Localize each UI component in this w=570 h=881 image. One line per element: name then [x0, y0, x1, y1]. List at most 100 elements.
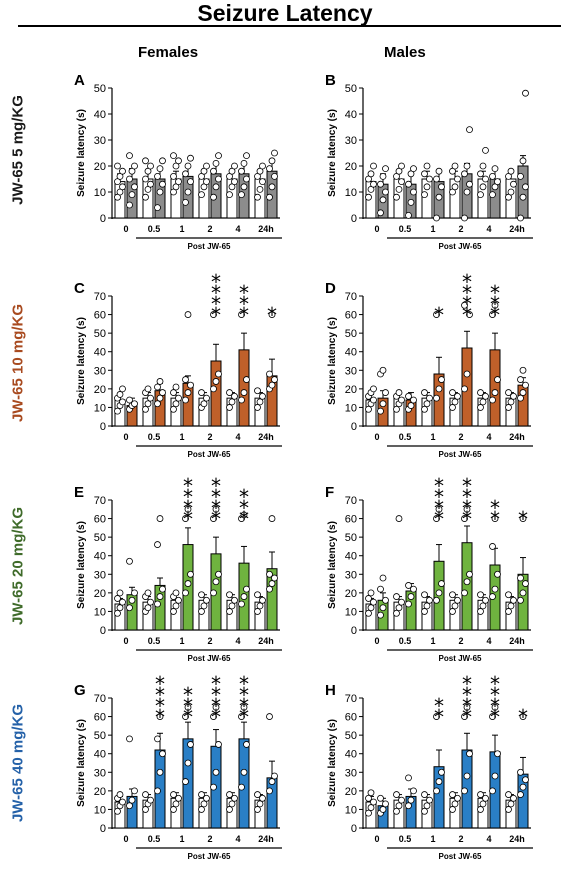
panel-B-point-treated — [382, 188, 389, 196]
panel-B-point-treated — [491, 165, 499, 173]
panel-C-point-treated — [268, 311, 276, 318]
panel-E-significance-star: * — [239, 485, 249, 509]
panel-A-y-tick-label: 50 — [94, 83, 106, 95]
panel-G-point-treated — [126, 802, 133, 810]
panel-A-point-treated — [271, 149, 278, 157]
panel-D-point-treated — [466, 311, 473, 318]
panel-C-x-tick-label: 1 — [179, 432, 184, 442]
panel-H-point-control — [482, 794, 489, 802]
panel-A-point-treated — [215, 175, 222, 183]
panel-C-point-control — [200, 400, 208, 408]
panel-C-point-treated — [182, 376, 189, 383]
panel-D-point-control — [505, 404, 512, 411]
panel-B-x-tick-label: 1 — [430, 224, 435, 234]
panel-C-y-tick-label: 40 — [94, 347, 106, 359]
panel-H-significance-star: * — [490, 694, 500, 718]
panel-A-point-control — [198, 191, 205, 199]
panel-B-point-control — [482, 175, 489, 183]
panel-G-point-treated — [240, 768, 248, 776]
panel-G-point-treated — [243, 741, 250, 748]
panel-D-point-control — [426, 394, 433, 402]
panel-G-x-tick-label: 0.5 — [148, 834, 161, 844]
panel-A-point-control — [256, 185, 264, 193]
panel-G-significance-star: * — [211, 705, 221, 729]
panel-F-point-treated — [494, 570, 501, 578]
panel-E-point-control — [144, 589, 152, 597]
panel-G-point-control — [175, 794, 182, 802]
panel-H-significance-star: * — [490, 705, 500, 729]
panel-E-y-tick-label: 0 — [100, 625, 106, 637]
panel-G-significance-star: * — [211, 683, 221, 707]
panel-F-y-tick-label: 20 — [345, 588, 357, 600]
panel-F-significance-star: * — [434, 496, 444, 520]
panel-B-point-control — [454, 175, 461, 183]
panel-H-point-control — [398, 796, 405, 804]
panel-D-point-control — [454, 392, 461, 400]
panel-F-point-treated — [461, 589, 468, 597]
panel-B-point-treated — [433, 175, 440, 183]
panel-C-x-tick-label: 0 — [123, 432, 128, 442]
panel-B-point-treated — [410, 165, 417, 173]
panel-G-significance-star: * — [155, 705, 165, 729]
panel-E-significance-star: * — [211, 474, 221, 498]
panel-C-point-treated — [182, 396, 189, 404]
panel-C-point-control — [228, 398, 236, 406]
panel-A-x-tick-label: 1 — [179, 224, 184, 234]
panel-E-point-treated — [131, 589, 138, 597]
panel-D-point-treated — [435, 385, 443, 393]
panel-G-point-control — [142, 791, 149, 798]
panel-H-point-treated — [494, 750, 501, 758]
panel-B-point-treated — [494, 178, 501, 186]
panel-H-point-treated — [435, 778, 443, 785]
panel-G-point-control — [119, 798, 126, 806]
panel-G-point-control — [226, 806, 233, 813]
panel-B-point-control — [451, 162, 459, 170]
panel-G-point-treated — [182, 713, 189, 720]
panel-E-point-control — [198, 608, 205, 615]
panel-G-point-control — [231, 794, 238, 802]
panel-A-point-treated — [184, 162, 192, 170]
panel-A-y-tick-label: 30 — [94, 135, 106, 147]
panel-C-point-control — [231, 392, 238, 400]
panel-F-significance-star: * — [462, 485, 472, 509]
panel-C-bar-treated — [210, 360, 222, 427]
panel-F-point-control — [507, 602, 515, 610]
panel-E-point-treated — [184, 505, 192, 513]
panel-G-point-treated — [238, 783, 245, 791]
panel-F-y-label: Seizure latency (s) — [327, 521, 338, 609]
panel-B-point-treated — [377, 180, 384, 188]
panel-H-point-control — [477, 806, 484, 813]
panel-G-point-treated — [184, 703, 192, 711]
panel-B-point-treated — [377, 209, 384, 217]
panel-C-point-treated — [159, 389, 166, 396]
panel-F-point-control — [477, 591, 484, 599]
panel-B-point-treated — [517, 172, 524, 180]
panel-E-point-treated — [182, 515, 189, 522]
panel-H-point-treated — [517, 768, 524, 776]
panel-F-point-treated — [461, 515, 468, 522]
panel-E-point-control — [116, 589, 124, 597]
panel-G-y-tick-label: 0 — [100, 823, 106, 835]
panel-H-point-treated — [517, 791, 524, 798]
panel-F-point-control — [426, 596, 433, 604]
panel-C-bar-treated — [238, 349, 250, 427]
panel-A-x-tick-label: 0 — [123, 224, 128, 234]
page-title: Seizure Latency — [197, 0, 373, 26]
panel-G-significance-star: * — [183, 683, 193, 707]
panel-A-point-control — [203, 162, 210, 170]
panel-F-y-tick-label: 60 — [345, 514, 357, 526]
panel-G-point-control — [203, 794, 210, 802]
panel-D-point-treated — [517, 394, 524, 402]
panel-E-point-treated — [154, 541, 161, 548]
panel-G-x-tick-label: 24h — [258, 834, 274, 844]
panel-F-significance-star: * — [462, 507, 472, 531]
panel-H-point-control — [367, 789, 375, 797]
panel-G-point-treated — [268, 778, 276, 785]
panel-D-x-tick-label: 24h — [509, 432, 525, 442]
panel-C-point-control — [114, 407, 121, 415]
panel-B-point-control — [395, 185, 403, 193]
panel-A-point-treated — [182, 170, 189, 178]
panel-H-point-treated — [466, 750, 473, 758]
panel-C-y-tick-label: 50 — [94, 328, 106, 340]
panel-F-point-treated — [435, 505, 443, 513]
